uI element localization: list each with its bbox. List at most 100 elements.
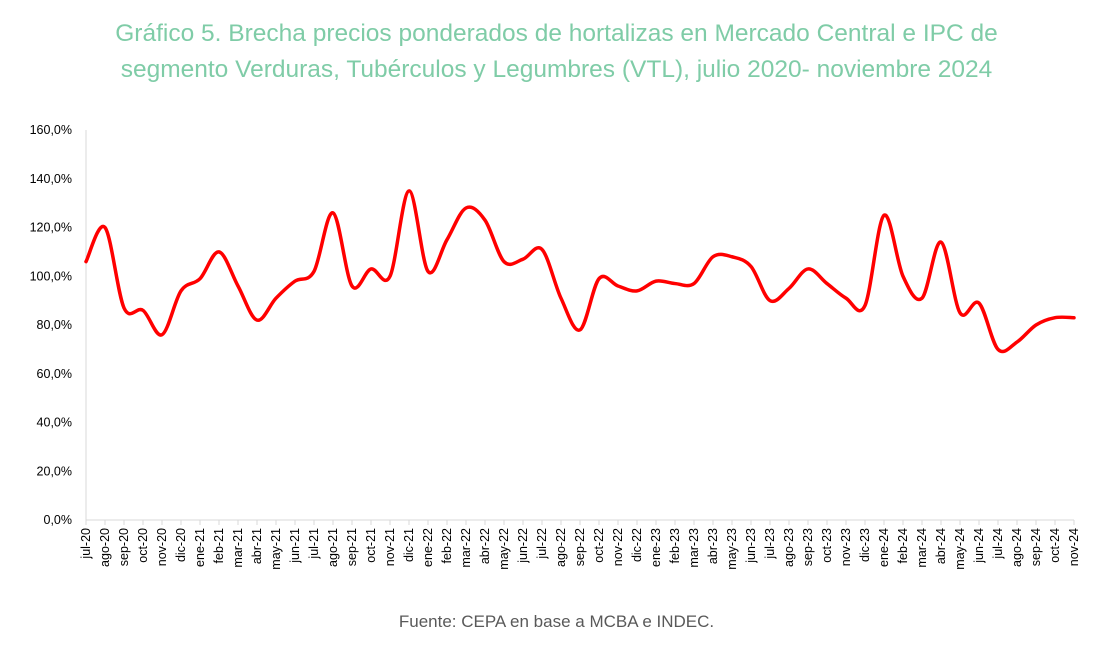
data-point (958, 311, 962, 315)
x-tick-label: oct-23 (820, 528, 834, 563)
x-tick-label: sep-21 (345, 528, 359, 566)
x-tick-label: feb-21 (212, 528, 226, 563)
data-point (692, 282, 696, 286)
x-tick-label: mar-22 (459, 528, 473, 568)
series-line-brecha (84, 189, 1076, 354)
data-point (350, 284, 354, 288)
data-point (160, 333, 164, 337)
x-tick-label: dic-21 (402, 528, 416, 562)
x-tick-label: ago-24 (1010, 528, 1024, 567)
y-tick-label: 40,0% (37, 416, 72, 430)
data-point (711, 255, 715, 259)
y-tick-label: 20,0% (37, 464, 72, 478)
data-point (179, 289, 183, 293)
data-point (407, 189, 411, 193)
y-tick-label: 140,0% (30, 172, 72, 186)
data-point (464, 206, 468, 210)
x-tick-label: feb-22 (440, 528, 454, 563)
x-tick-label: abr-23 (706, 528, 720, 564)
y-tick-label: 160,0% (30, 123, 72, 137)
x-tick-label: oct-21 (364, 528, 378, 563)
data-point (217, 250, 221, 254)
data-point (1053, 316, 1057, 320)
x-tick-label: may-24 (953, 528, 967, 570)
data-point (483, 218, 487, 222)
data-point (597, 277, 601, 281)
x-tick-label: jul-23 (763, 528, 777, 560)
x-tick-label: may-21 (269, 528, 283, 570)
x-tick-label: dic-22 (630, 528, 644, 562)
x-tick-label: oct-22 (592, 528, 606, 563)
data-point (293, 279, 297, 283)
data-point (844, 296, 848, 300)
x-tick-label: jul-22 (535, 528, 549, 560)
y-tick-label: 0,0% (44, 513, 73, 527)
data-point (198, 277, 202, 281)
data-point (445, 238, 449, 242)
x-tick-label: abr-22 (478, 528, 492, 564)
x-tick-label: ago-22 (554, 528, 568, 567)
x-tick-label: ago-21 (326, 528, 340, 567)
x-tick-label: jul-21 (307, 528, 321, 560)
x-tick-label: may-22 (497, 528, 511, 570)
x-tick-label: ene-22 (421, 528, 435, 567)
x-tick-label: dic-20 (174, 528, 188, 562)
data-point (521, 257, 525, 261)
data-point (236, 284, 240, 288)
data-point (578, 328, 582, 332)
data-point (768, 299, 772, 303)
data-point (388, 274, 392, 278)
data-point (426, 269, 430, 273)
x-tick-label: abr-21 (250, 528, 264, 564)
x-tick-label: feb-23 (668, 528, 682, 563)
data-point (730, 255, 734, 259)
data-point (255, 318, 259, 322)
y-tick-label: 100,0% (30, 269, 72, 283)
y-tick-label: 60,0% (37, 367, 72, 381)
x-tick-label: sep-20 (117, 528, 131, 566)
x-tick-label: nov-20 (155, 528, 169, 566)
x-tick-label: sep-24 (1029, 528, 1043, 566)
data-point (920, 296, 924, 300)
data-point (540, 247, 544, 251)
x-tick-label: nov-21 (383, 528, 397, 566)
data-point (103, 226, 107, 230)
x-tick-label: ene-21 (193, 528, 207, 567)
data-point (939, 240, 943, 244)
chart-title: Gráfico 5. Brecha precios ponderados de … (0, 16, 1113, 88)
y-tick-label: 120,0% (30, 221, 72, 235)
data-point (654, 279, 658, 283)
data-point (863, 304, 867, 308)
data-point (312, 269, 316, 273)
data-point (502, 260, 506, 264)
data-point (1034, 323, 1038, 327)
data-point (996, 347, 1000, 351)
x-tick-label: jun-23 (744, 528, 758, 564)
x-tick-label: ene-24 (877, 528, 891, 567)
x-tick-label: jul-20 (79, 528, 93, 560)
data-point (673, 282, 677, 286)
x-tick-label: ago-20 (98, 528, 112, 567)
x-tick-label: nov-23 (839, 528, 853, 566)
x-tick-label: nov-22 (611, 528, 625, 566)
data-point (616, 284, 620, 288)
data-point (1015, 340, 1019, 344)
x-tick-label: mar-24 (915, 528, 929, 568)
x-tick-label: sep-22 (573, 528, 587, 566)
x-tick-label: ago-23 (782, 528, 796, 567)
x-tick-label: nov-24 (1067, 528, 1081, 566)
chart-title-line-1: Gráfico 5. Brecha precios ponderados de … (115, 20, 998, 47)
data-point (369, 267, 373, 271)
x-tick-label: jul-24 (991, 528, 1005, 560)
x-tick-label: oct-20 (136, 528, 150, 563)
x-tick-label: jun-24 (972, 528, 986, 564)
x-tick-label: sep-23 (801, 528, 815, 566)
x-tick-label: jun-22 (516, 528, 530, 564)
data-point (787, 286, 791, 290)
chart-title-line-2: segmento Verduras, Tubérculos y Legumbre… (120, 56, 993, 83)
x-tick-label: ene-23 (649, 528, 663, 567)
data-point (977, 301, 981, 305)
data-point (901, 274, 905, 278)
x-tick-label: dic-23 (858, 528, 872, 562)
